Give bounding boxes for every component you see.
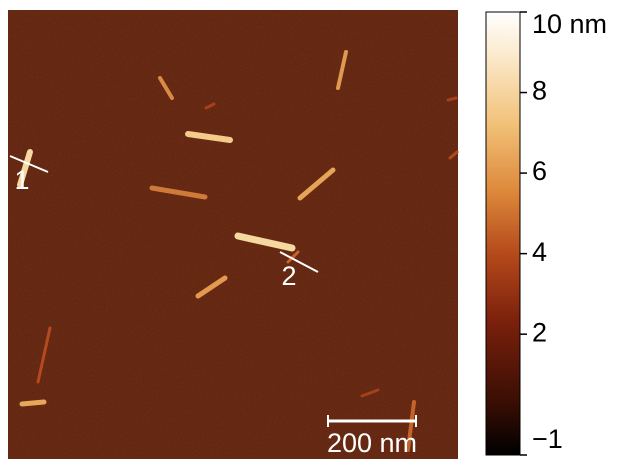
colorbar-tick-label: 2 [532, 317, 547, 347]
colorbar-tick-label: 6 [532, 156, 547, 186]
colorbar [486, 12, 520, 455]
annotation: 2 [281, 261, 296, 291]
colorbar-tick-label: 4 [532, 237, 547, 267]
scale-bar-label: 200 nm [327, 428, 417, 458]
colorbar-tick-label: 10 nm [532, 9, 607, 39]
annotation: 1 [14, 165, 29, 195]
colorbar-tick-label: 8 [532, 76, 547, 106]
colorbar-tick-label: −1 [532, 424, 563, 454]
afm-image: 1 2 200 nm [8, 10, 458, 459]
figure: 1 2 200 nm 10 nm 8 6 4 2 −1 [0, 0, 634, 459]
